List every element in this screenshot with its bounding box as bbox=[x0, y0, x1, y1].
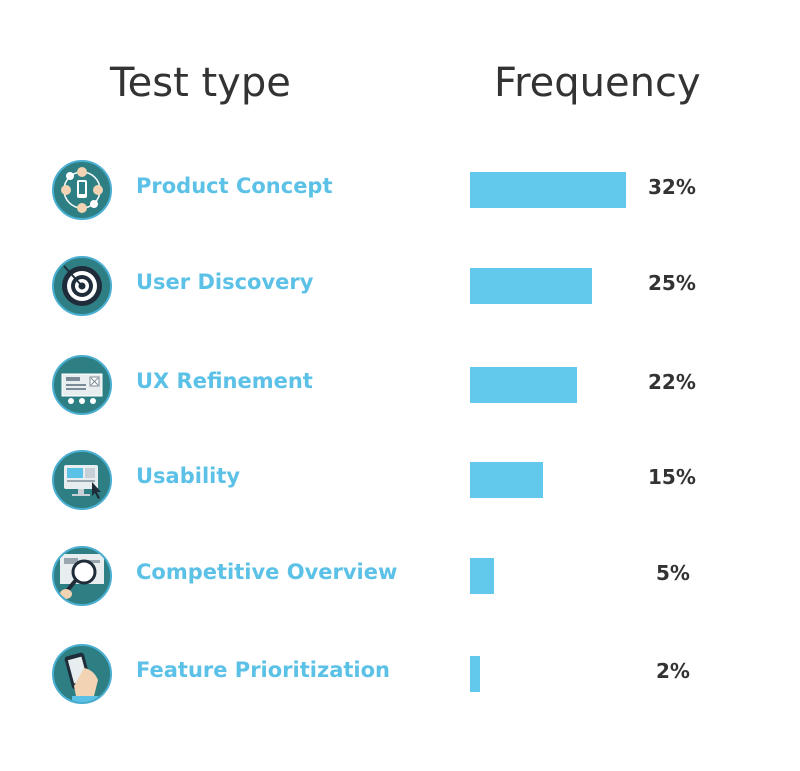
frequency-bar bbox=[470, 656, 480, 692]
people-network-icon bbox=[52, 160, 112, 220]
value-label: 15% bbox=[648, 465, 696, 489]
chart-row: Product Concept 32% bbox=[0, 160, 800, 220]
chart-row: UX Refinement 22% bbox=[0, 355, 800, 415]
value-label: 2% bbox=[656, 659, 690, 683]
hand-phone-icon bbox=[52, 644, 112, 704]
frequency-bar bbox=[470, 367, 577, 403]
category-label: Product Concept bbox=[136, 174, 333, 198]
frequency-bar bbox=[470, 268, 592, 304]
chart-row: Competitive Overview 5% bbox=[0, 546, 800, 606]
chart-row: Usability 15% bbox=[0, 450, 800, 510]
value-label: 5% bbox=[656, 561, 690, 585]
value-label: 22% bbox=[648, 370, 696, 394]
chart-row: Feature Prioritization 2% bbox=[0, 644, 800, 704]
category-label: Competitive Overview bbox=[136, 560, 398, 584]
magnifying-glass-icon bbox=[52, 546, 112, 606]
monitor-cursor-icon bbox=[52, 450, 112, 510]
category-label: UX Refinement bbox=[136, 369, 313, 393]
category-label: Usability bbox=[136, 464, 241, 488]
wireframe-icon bbox=[52, 355, 112, 415]
category-label: Feature Prioritization bbox=[136, 658, 390, 682]
category-label: User Discovery bbox=[136, 270, 314, 294]
frequency-bar bbox=[470, 462, 543, 498]
target-icon bbox=[52, 256, 112, 316]
chart-row: User Discovery 25% bbox=[0, 256, 800, 316]
value-label: 32% bbox=[648, 175, 696, 199]
value-label: 25% bbox=[648, 271, 696, 295]
test-type-header: Test type bbox=[110, 60, 291, 106]
frequency-bar bbox=[470, 172, 626, 208]
frequency-header: Frequency bbox=[494, 60, 701, 106]
frequency-bar bbox=[470, 558, 494, 594]
